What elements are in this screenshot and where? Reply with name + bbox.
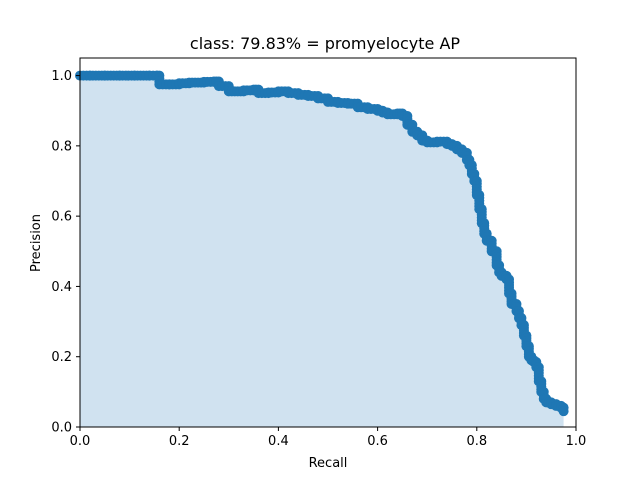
y-tick-label: 1.0 <box>51 69 72 84</box>
chart-title: class: 79.83% = promyelocyte AP <box>190 34 461 53</box>
y-tick-label: 0.6 <box>51 210 72 225</box>
x-tick-label: 0.4 <box>268 434 289 449</box>
x-axis: 0.0 0.2 0.4 0.6 0.8 1.0 <box>70 427 587 449</box>
y-axis: 0.0 0.2 0.4 0.6 0.8 1.0 <box>51 69 80 436</box>
y-tick-label: 0.4 <box>51 280 72 295</box>
x-tick-label: 0.2 <box>169 434 190 449</box>
plot-frame <box>79 57 577 428</box>
pr-area-fill <box>80 75 564 428</box>
y-tick-label: 0.2 <box>51 350 72 365</box>
y-tick-label: 0.8 <box>51 139 72 154</box>
x-tick-label: 0.0 <box>70 434 91 449</box>
y-axis-label: Precision <box>29 214 44 272</box>
x-tick-label: 1.0 <box>566 434 587 449</box>
x-tick-label: 0.8 <box>466 434 487 449</box>
data-point <box>558 406 569 417</box>
y-tick-label: 0.0 <box>51 421 72 436</box>
x-axis-label: Recall <box>309 456 348 471</box>
plot-area <box>75 70 569 428</box>
pr-curve-points <box>75 70 569 417</box>
x-tick-label: 0.6 <box>367 434 388 449</box>
